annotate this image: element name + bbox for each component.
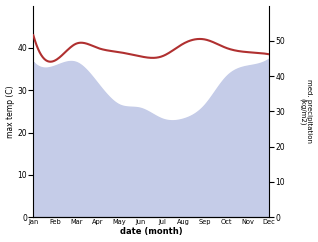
Y-axis label: med. precipitation
(kg/m2): med. precipitation (kg/m2) bbox=[299, 79, 313, 144]
Y-axis label: max temp (C): max temp (C) bbox=[5, 85, 15, 138]
X-axis label: date (month): date (month) bbox=[120, 227, 183, 236]
